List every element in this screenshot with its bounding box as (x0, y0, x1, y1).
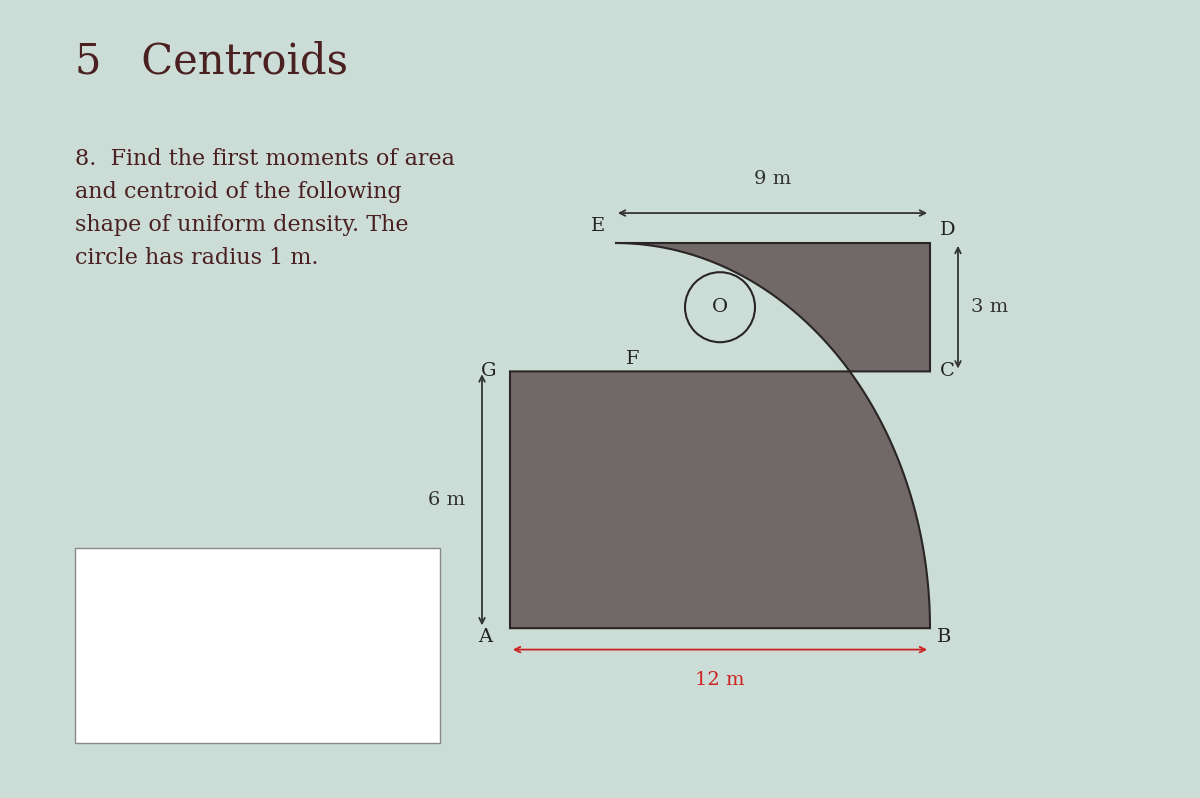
Text: circle has radius 1 m.: circle has radius 1 m. (74, 247, 318, 269)
Text: D: D (940, 221, 955, 239)
Text: 8.  Find the first moments of area: 8. Find the first moments of area (74, 148, 455, 170)
Text: 6 m: 6 m (428, 491, 466, 509)
Text: B: B (937, 628, 952, 646)
Text: E: E (590, 217, 605, 235)
Text: A: A (479, 628, 492, 646)
Text: shape of uniform density. The: shape of uniform density. The (74, 214, 408, 236)
Text: F: F (625, 350, 640, 368)
Text: 3 m: 3 m (971, 298, 1008, 316)
Text: 12 m: 12 m (695, 670, 745, 689)
Text: and centroid of the following: and centroid of the following (74, 181, 402, 203)
Circle shape (685, 272, 755, 342)
Text: 9 m: 9 m (754, 170, 791, 188)
Text: C: C (940, 362, 955, 381)
Text: O: O (712, 298, 728, 316)
Bar (74, 548, 440, 743)
Text: G: G (481, 362, 497, 381)
Text: 5   Centroids: 5 Centroids (74, 40, 348, 82)
Polygon shape (510, 243, 930, 628)
